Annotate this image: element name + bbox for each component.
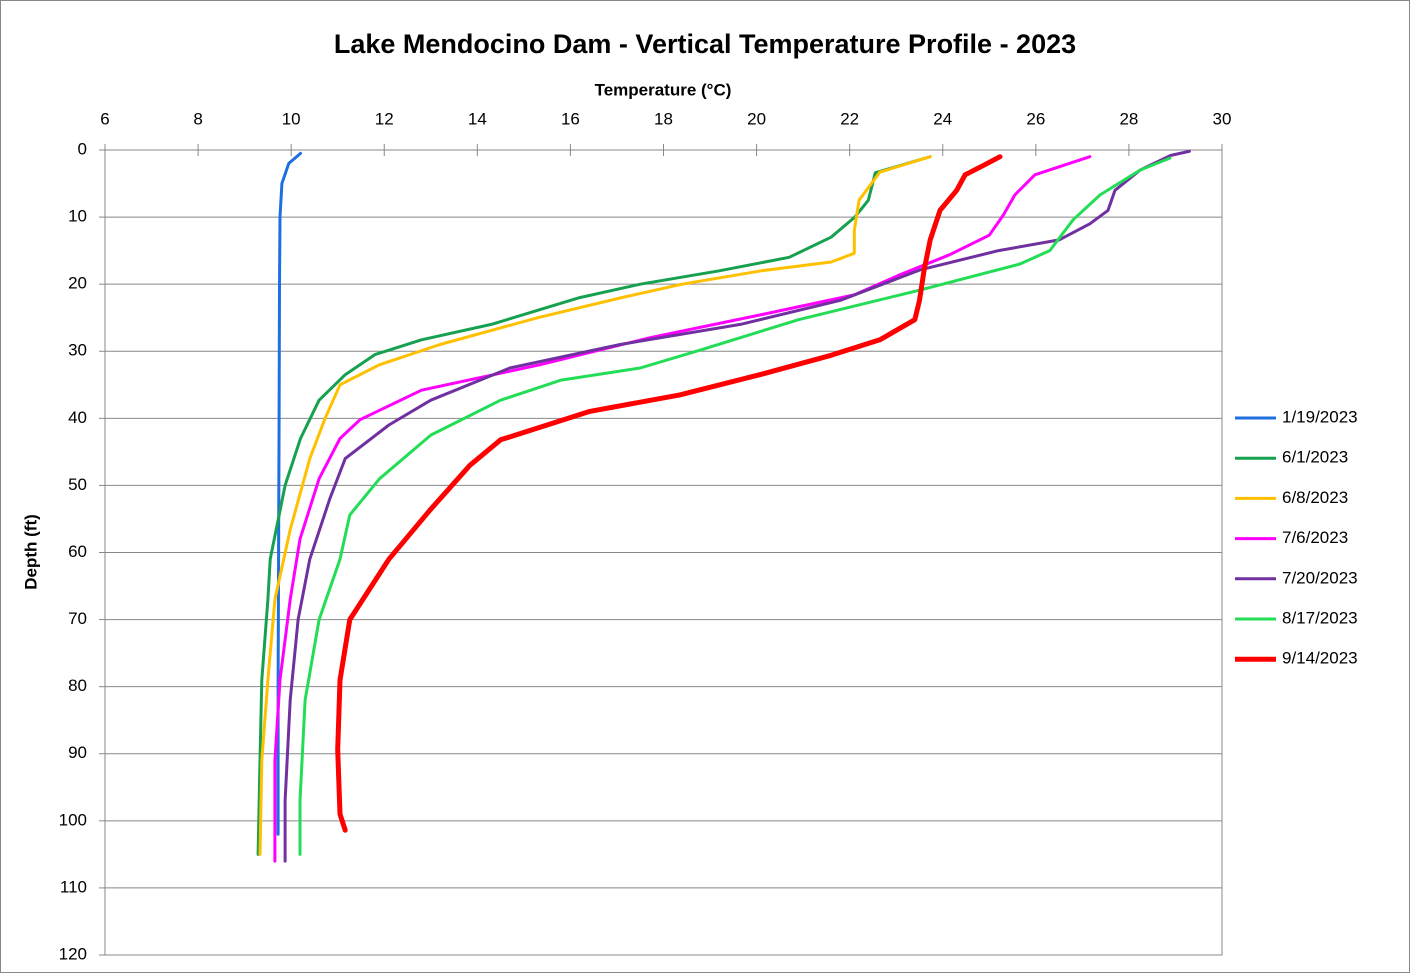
series-line (276, 151, 302, 836)
x-tick-label: 14 (468, 109, 487, 128)
series-line (335, 154, 1003, 833)
legend-label: 9/14/2023 (1282, 649, 1358, 668)
x-tick-label: 16 (561, 109, 580, 128)
legend-label: 8/17/2023 (1282, 608, 1358, 627)
series-line (256, 155, 932, 856)
y-tick-label: 10 (68, 207, 87, 226)
x-axis-label: Temperature (°C) (595, 80, 732, 99)
x-tick-label: 8 (193, 109, 202, 128)
legend-label: 7/20/2023 (1282, 568, 1358, 587)
legend-label: 7/6/2023 (1282, 528, 1348, 547)
legend-label: 6/8/2023 (1282, 488, 1348, 507)
y-tick-label: 120 (59, 944, 87, 963)
x-tick-label: 6 (100, 109, 109, 128)
x-tick-label: 24 (933, 109, 952, 128)
series-line (258, 155, 932, 856)
x-tick-label: 18 (654, 109, 673, 128)
y-tick-label: 60 (68, 542, 87, 561)
chart-title: Lake Mendocino Dam - Vertical Temperatur… (334, 29, 1076, 59)
y-tick-label: 20 (68, 274, 87, 293)
series-line (283, 149, 1191, 863)
y-tick-label: 40 (68, 408, 87, 427)
y-tick-label: 100 (59, 810, 87, 829)
y-axis-label: Depth (ft) (21, 514, 40, 590)
x-tick-label: 20 (747, 109, 766, 128)
x-tick-label: 28 (1119, 109, 1138, 128)
y-tick-label: 70 (68, 609, 87, 628)
y-tick-label: 90 (68, 743, 87, 762)
x-tick-label: 30 (1213, 109, 1232, 128)
y-tick-label: 80 (68, 676, 87, 695)
y-tick-label: 30 (68, 341, 87, 360)
x-tick-label: 12 (375, 109, 394, 128)
legend-label: 1/19/2023 (1282, 407, 1358, 426)
series-line (298, 156, 1172, 856)
x-tick-label: 22 (840, 109, 859, 128)
y-tick-label: 110 (60, 877, 87, 896)
y-tick-label: 0 (78, 139, 87, 158)
x-tick-label: 26 (1026, 109, 1045, 128)
legend-label: 6/1/2023 (1282, 448, 1348, 467)
x-tick-label: 10 (282, 109, 301, 128)
y-tick-label: 50 (68, 475, 87, 494)
